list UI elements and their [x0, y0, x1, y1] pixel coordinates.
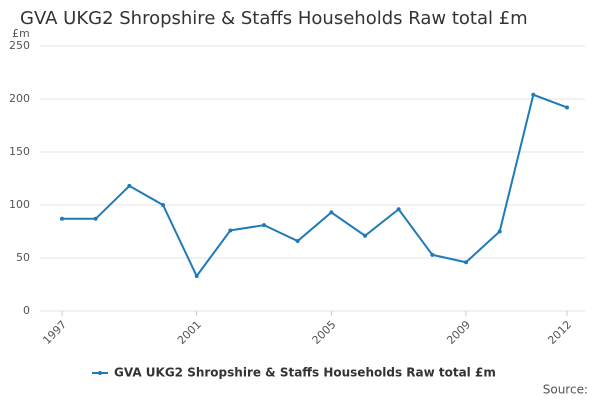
data-point [363, 233, 367, 238]
legend-label: GVA UKG2 Shropshire & Staffs Households … [114, 366, 496, 380]
y-tick-label: 100 [9, 198, 30, 211]
y-tick-label: 250 [9, 39, 30, 52]
x-tick-label: 1997 [40, 318, 69, 347]
source: Source: [543, 383, 588, 397]
x-tick-label: 2012 [545, 318, 574, 347]
y-tick-label: 0 [23, 304, 30, 317]
data-point [194, 274, 199, 279]
y-tick-label: 50 [16, 251, 30, 264]
data-point [464, 260, 468, 265]
data-point [329, 210, 334, 215]
chart-title: GVA UKG2 Shropshire & Staffs Households … [20, 8, 528, 29]
data-point [295, 239, 300, 244]
data-point [262, 223, 266, 228]
x-tick-label: 2005 [310, 318, 339, 347]
x-tick-label: 2001 [175, 318, 204, 347]
data-point [396, 207, 401, 212]
y-tick-label: 200 [9, 92, 30, 105]
data-point [430, 252, 435, 257]
y-tick-label: 150 [9, 145, 30, 158]
data-point [531, 92, 536, 97]
x-tick-label: 2009 [444, 318, 473, 347]
data-point [228, 228, 233, 233]
data-point [60, 216, 64, 221]
data-point [565, 105, 569, 110]
data-point [497, 229, 502, 234]
legend-marker [98, 371, 102, 375]
series-line [62, 93, 568, 278]
data-point [161, 203, 165, 207]
data-point [93, 216, 98, 221]
y-axis-label: £m [12, 27, 30, 40]
data-point [127, 183, 132, 188]
